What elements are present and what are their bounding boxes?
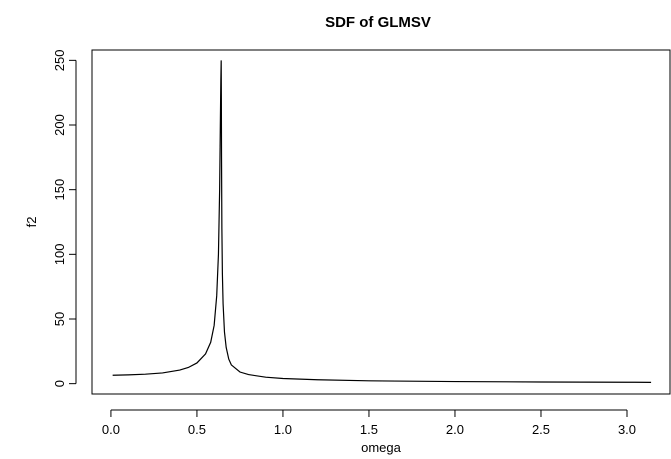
y-tick-label: 250 [52,49,67,71]
plot-area-frame [91,49,671,395]
y-tick-label: 150 [52,179,67,201]
x-axis-label: omega [361,440,402,455]
x-axis: 0.0 0.5 1.0 1.5 2.0 2.5 3.0 [102,409,636,437]
series-line [112,60,652,383]
x-tick-label: 2.5 [532,422,550,437]
y-axis: 0 50 100 150 200 250 [52,49,77,387]
series-layer [112,60,652,383]
y-tick-label: 100 [52,243,67,265]
y-tick-label: 0 [52,380,67,387]
x-tick-label: 3.0 [618,422,636,437]
y-tick-label: 50 [52,312,67,326]
x-tick-label: 0.5 [188,422,206,437]
y-axis-label: f2 [24,217,39,228]
x-tick-label: 0.0 [102,422,120,437]
chart-title: SDF of GLMSV [325,14,431,31]
y-tick-label: 200 [52,114,67,136]
x-tick-label: 1.0 [274,422,292,437]
x-tick-label: 1.5 [360,422,378,437]
x-tick-label: 2.0 [446,422,464,437]
